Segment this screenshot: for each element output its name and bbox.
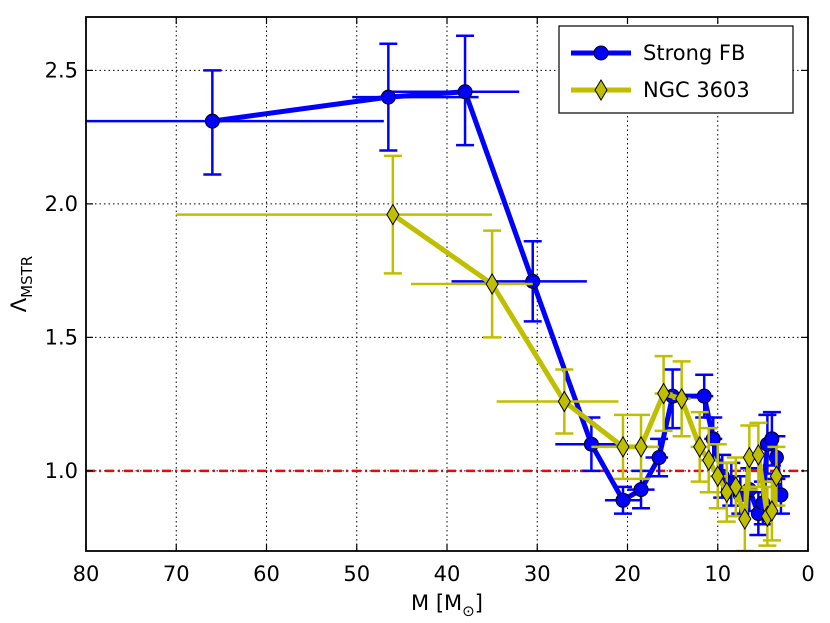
data-point [557, 390, 571, 413]
data-point [485, 273, 499, 295]
x-tick-label: 20 [614, 562, 641, 586]
data-point [675, 387, 689, 410]
series-ngc-3603 [176, 154, 786, 551]
data-point [583, 436, 599, 452]
data-point [616, 435, 630, 458]
data-point [204, 113, 220, 129]
data-point [711, 465, 725, 488]
data-point [457, 84, 473, 100]
data-point [769, 465, 783, 488]
data-point [751, 443, 765, 466]
x-axis-label-end: ] [475, 591, 483, 615]
legend-label-ngc-3603: NGC 3603 [643, 78, 750, 102]
axis-ticks: 80 70 60 50 40 30 20 10 0 1.0 1.5 2.0 2.5 [45, 17, 815, 586]
data-point [615, 492, 631, 508]
y-tick-label: 1.0 [45, 459, 78, 483]
data-point [651, 450, 667, 466]
series-strong-fb [86, 34, 790, 537]
data-point [696, 388, 712, 404]
data-point [633, 482, 649, 498]
y-tick-label: 2.5 [45, 58, 78, 82]
plot-area [86, 34, 790, 551]
x-axis-label-sub: ⊙ [462, 602, 475, 620]
x-tick-label: 10 [704, 562, 731, 586]
data-point [765, 499, 779, 522]
data-point [634, 435, 648, 458]
x-tick-label: 80 [73, 562, 100, 586]
series-line [391, 212, 779, 522]
data-point [657, 382, 671, 405]
x-tick-label: 0 [801, 562, 814, 586]
data-point [380, 89, 396, 105]
x-axis-label: M [M⊙] [411, 591, 483, 620]
y-axis-label-main: Λ [7, 297, 31, 312]
legend: Strong FB NGC 3603 [558, 25, 794, 114]
y-axis-label-sub: MSTR [18, 256, 36, 298]
data-point [386, 203, 400, 226]
y-tick-label: 2.0 [45, 192, 78, 216]
x-tick-label: 70 [163, 562, 190, 586]
data-point [738, 507, 752, 530]
y-tick-label: 1.5 [45, 325, 78, 349]
legend-marker-ngc-3603 [594, 79, 608, 101]
x-tick-label: 40 [434, 562, 461, 586]
data-point [729, 475, 743, 498]
x-axis-label-main: M [M [411, 591, 462, 615]
legend-box [558, 25, 794, 114]
x-tick-label: 30 [524, 562, 551, 586]
legend-marker-strong-fb [593, 45, 609, 61]
x-tick-label: 60 [253, 562, 280, 586]
data-point [702, 449, 716, 472]
y-axis-label: ΛMSTR [7, 256, 36, 312]
data-point [525, 273, 541, 289]
data-point [764, 431, 780, 447]
legend-label-strong-fb: Strong FB [643, 41, 745, 65]
data-point [693, 435, 707, 458]
x-tick-label: 50 [343, 562, 370, 586]
